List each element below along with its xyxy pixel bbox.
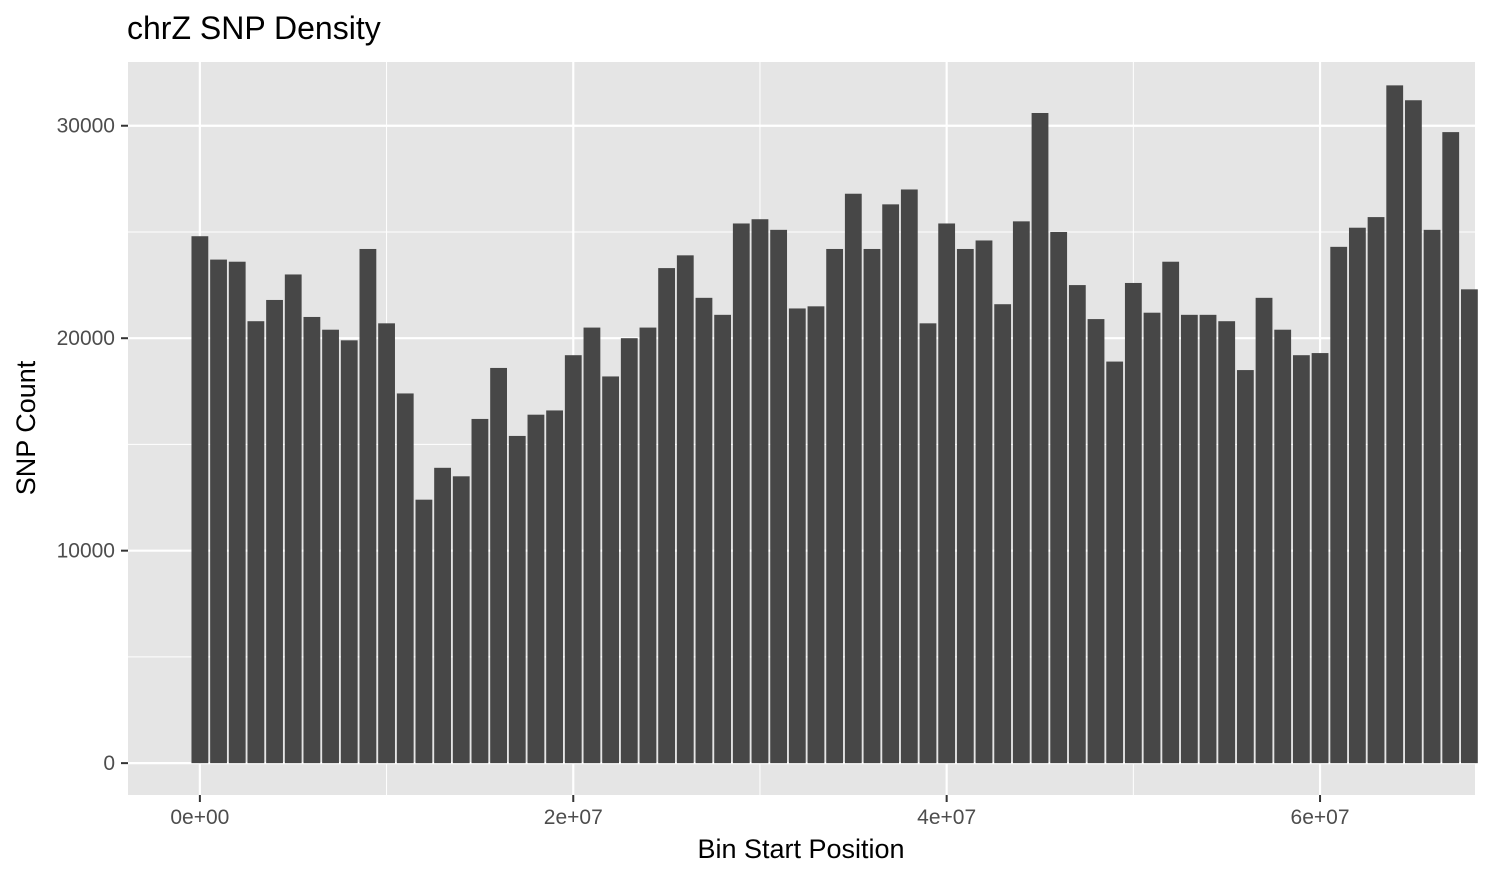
bar <box>751 219 769 764</box>
bar <box>434 467 451 764</box>
bar <box>1031 112 1049 764</box>
bar <box>1367 217 1385 764</box>
bar <box>247 321 265 764</box>
bar <box>266 299 283 764</box>
y-tick-label: 20000 <box>57 327 115 350</box>
bar <box>807 306 825 764</box>
bar <box>1460 289 1478 764</box>
bar <box>1386 85 1404 764</box>
bar <box>1143 312 1161 764</box>
bar <box>303 316 321 764</box>
bar <box>191 236 209 764</box>
bar <box>863 248 881 764</box>
x-axis: 0e+00 2e+07 4e+07 6e+07 <box>170 795 1350 829</box>
x-tick-label: 6e+07 <box>1291 806 1350 829</box>
bar <box>1218 321 1236 764</box>
bar <box>508 435 526 764</box>
bar <box>975 240 993 764</box>
bar <box>602 376 620 764</box>
bar <box>583 327 601 764</box>
bar <box>322 329 339 764</box>
bar <box>732 223 750 764</box>
bar <box>900 189 918 764</box>
bar <box>471 418 489 764</box>
bar <box>1087 319 1105 764</box>
bar <box>564 355 582 764</box>
bar <box>1180 314 1198 764</box>
bar <box>1050 231 1068 764</box>
bar <box>1423 229 1441 764</box>
bar <box>620 338 638 764</box>
bar <box>676 255 694 764</box>
bar <box>1442 132 1460 764</box>
bar <box>994 304 1012 764</box>
x-axis-title: Bin Start Position <box>697 834 904 864</box>
bar <box>1124 282 1142 764</box>
y-axis-title: SNP Count <box>11 360 41 495</box>
bar <box>658 268 676 764</box>
bar <box>396 393 414 764</box>
bar <box>1274 329 1292 764</box>
bar <box>1236 370 1254 764</box>
bar <box>1348 227 1366 764</box>
chart-title: chrZ SNP Density <box>127 10 381 46</box>
x-tick-label: 0e+00 <box>170 806 229 829</box>
bar <box>844 193 862 764</box>
y-tick-label: 0 <box>103 752 115 775</box>
bar <box>1292 355 1310 764</box>
y-axis: 0 10000 20000 30000 <box>57 115 128 775</box>
bar <box>378 323 395 764</box>
bar <box>1199 314 1217 764</box>
bar <box>546 410 563 764</box>
bar <box>490 367 507 764</box>
x-tick-label: 2e+07 <box>544 806 603 829</box>
bar <box>788 308 806 764</box>
y-tick-label: 10000 <box>57 540 115 563</box>
bar <box>714 314 732 764</box>
bar <box>770 229 788 764</box>
bar <box>639 327 657 764</box>
bar <box>1404 100 1422 764</box>
bar <box>826 248 844 764</box>
bar <box>956 248 974 764</box>
x-tick-label: 4e+07 <box>917 806 976 829</box>
bar-series <box>191 85 1478 764</box>
bar <box>1106 361 1124 764</box>
bar <box>1012 221 1030 764</box>
bar <box>1255 297 1273 764</box>
bar <box>695 297 713 764</box>
y-tick-label: 30000 <box>57 115 115 138</box>
bar <box>1068 285 1086 764</box>
bar <box>210 259 227 764</box>
bar <box>1162 261 1180 764</box>
bar <box>415 499 433 764</box>
bar <box>882 204 900 764</box>
bar <box>359 248 377 764</box>
bar <box>527 414 545 764</box>
bar <box>919 323 937 764</box>
bar <box>1311 353 1329 764</box>
bar <box>340 340 358 764</box>
bar <box>938 223 956 764</box>
bar <box>1330 246 1348 764</box>
bar <box>228 261 246 764</box>
bar <box>452 476 470 764</box>
bar <box>284 274 302 764</box>
